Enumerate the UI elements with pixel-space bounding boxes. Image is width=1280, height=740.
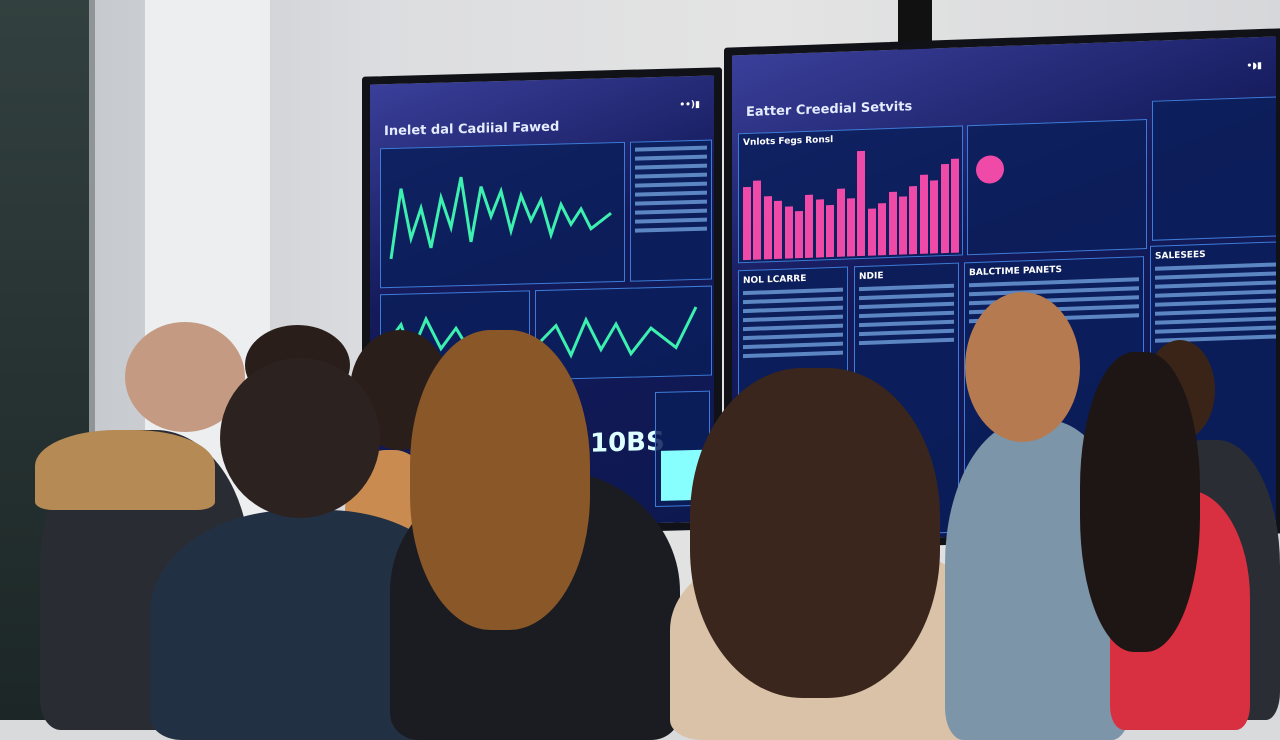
- long-hair: [690, 368, 940, 698]
- wave-chart-3: [539, 306, 698, 359]
- bar: [805, 194, 814, 258]
- waveform-panel: [380, 141, 625, 289]
- bar: [753, 180, 762, 260]
- status-icons: •◗▮: [1246, 60, 1262, 72]
- bar: [878, 202, 887, 256]
- bar: [888, 191, 897, 256]
- panel-title: NOL LCARRE: [743, 273, 807, 287]
- panel-title: BALCTIME PANETS: [969, 264, 1062, 279]
- bar-chart-panel: Vnlots Fegs Ronsl: [738, 125, 963, 264]
- chart-label: Vnlots Fegs Ronsl: [743, 134, 834, 149]
- bar: [763, 196, 772, 260]
- bar: [774, 200, 783, 260]
- left-screen-title: Inelet dal Cadiial Fawed: [384, 119, 560, 140]
- panel-title: NDIE: [859, 271, 884, 283]
- bar-chart: [743, 148, 959, 261]
- bar: [795, 210, 803, 259]
- wave-panel-3: [535, 285, 712, 381]
- bar: [784, 205, 793, 259]
- big-number: 10BS: [590, 426, 665, 459]
- right-screen-title: Eatter Creedial Setvits: [746, 99, 913, 121]
- gauge-dial: [976, 155, 1004, 184]
- curly-hair: [410, 330, 590, 630]
- head: [965, 292, 1080, 442]
- bar: [909, 185, 918, 255]
- fur-hood: [35, 430, 215, 510]
- long-hair: [1080, 352, 1200, 652]
- gauge-panel: [967, 119, 1147, 256]
- bar: [743, 186, 751, 261]
- bar: [847, 198, 855, 257]
- bar: [826, 204, 835, 258]
- bar: [836, 188, 845, 257]
- head: [220, 358, 380, 518]
- waveform-chart: [389, 176, 612, 260]
- bar: [919, 174, 928, 254]
- mini-bar-panel: [1152, 96, 1280, 241]
- bar: [815, 199, 824, 258]
- panel-title: SALESEES: [1155, 249, 1206, 262]
- bar: [930, 179, 939, 254]
- waveform-line: [539, 306, 698, 359]
- bar: [951, 158, 959, 253]
- list-panel: [630, 139, 712, 282]
- bar: [867, 208, 876, 256]
- waveform-line: [389, 176, 612, 260]
- bar: [899, 196, 907, 255]
- bar: [857, 150, 866, 257]
- bar: [940, 163, 949, 254]
- status-icons: ••)▮: [679, 99, 700, 111]
